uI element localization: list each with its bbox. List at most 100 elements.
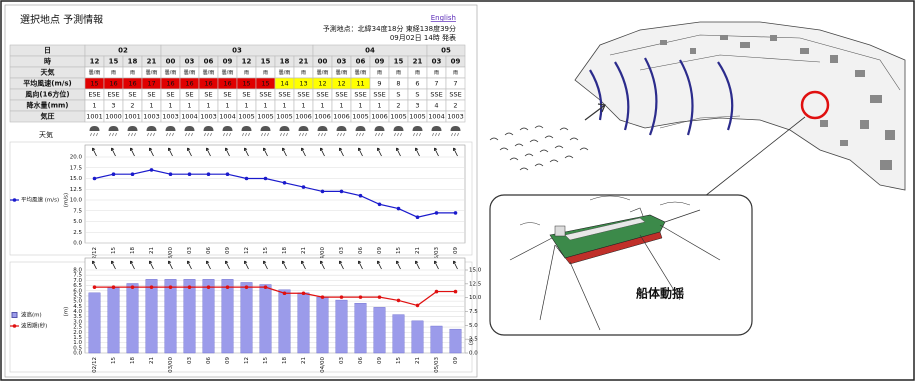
precip: 1 xyxy=(92,102,96,110)
pressure: 1006 xyxy=(333,113,350,121)
weather: 曇/雨 xyxy=(89,69,101,76)
legend-label: 波高(m) xyxy=(21,311,42,319)
point xyxy=(244,285,249,289)
y-tick-label: 5.5 xyxy=(73,293,82,299)
hours: 18 xyxy=(128,58,138,66)
wave-arcs xyxy=(589,57,734,136)
hours: 00 xyxy=(166,58,176,66)
page-title: 選択地点 予測情報 xyxy=(20,13,103,26)
y2-tick-label: 7.5 xyxy=(469,309,478,315)
hours: 00 xyxy=(318,58,328,66)
y2-tick-label: 12.5 xyxy=(469,281,482,287)
legend-label: 平均風速 (m/s) xyxy=(21,196,59,204)
y-tick-label: 17.5 xyxy=(70,165,83,171)
weather-icon xyxy=(412,126,423,131)
x-tick-label: 02/12 xyxy=(92,247,98,263)
wind-arrow xyxy=(434,147,439,157)
land xyxy=(574,21,906,191)
hours: 09 xyxy=(223,58,233,66)
wind-speed: 15 xyxy=(90,80,98,88)
wind-dir: S xyxy=(415,91,419,99)
hours: 15 xyxy=(109,58,119,66)
y-tick-label: 4.5 xyxy=(73,304,82,310)
x-tick-label: 03 xyxy=(339,357,345,364)
x-tick-label: 04/00 xyxy=(320,247,326,263)
point xyxy=(377,295,382,299)
point xyxy=(358,295,363,299)
bar xyxy=(202,279,215,354)
weather: 雨 xyxy=(415,70,420,76)
wind-arrow xyxy=(92,147,97,157)
wind-dir: SSE xyxy=(373,91,385,99)
precip: 1 xyxy=(244,102,248,110)
wind-dir: SSE xyxy=(297,91,309,99)
wind-arrow xyxy=(453,260,458,270)
callout-box xyxy=(489,194,753,336)
point xyxy=(415,303,420,308)
wind-arrow xyxy=(434,260,439,270)
wind-speed: 13 xyxy=(299,80,307,88)
precip: 4 xyxy=(434,102,438,110)
pressure: 1005 xyxy=(409,113,426,121)
x-tick-label: 21 xyxy=(415,247,421,254)
wind-speed: 16 xyxy=(204,80,212,88)
rain-drops xyxy=(432,132,440,137)
x-tick-label: 18 xyxy=(282,357,288,364)
point xyxy=(92,285,97,289)
wind-arrow xyxy=(206,147,211,157)
wind-speed: 14 xyxy=(280,80,288,88)
hours: 15 xyxy=(261,58,271,66)
wind-arrow xyxy=(187,260,192,270)
precip: 1 xyxy=(339,102,343,110)
point xyxy=(168,285,173,289)
precip: 1 xyxy=(358,102,362,110)
weather-icon xyxy=(89,126,100,131)
wind-dir: SE xyxy=(204,91,212,99)
point xyxy=(415,215,420,219)
rain-drops xyxy=(318,132,326,137)
bar xyxy=(145,279,158,354)
english-link[interactable]: English xyxy=(431,14,456,22)
weather-icon-label: 天気 xyxy=(39,130,53,139)
pressure: 1003 xyxy=(200,113,217,121)
wind-dir: SE xyxy=(185,91,193,99)
wind-dir: SSE xyxy=(259,91,271,99)
buildings xyxy=(660,35,895,170)
precip: 1 xyxy=(263,102,267,110)
wind-speed: 16 xyxy=(128,80,136,88)
y-tick-label: 7.5 xyxy=(73,208,82,214)
weather: 曇/雨 xyxy=(184,69,196,76)
x-tick-label: 15 xyxy=(396,247,402,254)
pressure: 1004 xyxy=(181,113,198,121)
weather: 雨 xyxy=(453,70,458,76)
row-label: 時 xyxy=(44,57,51,66)
wind-arrow xyxy=(453,147,458,157)
hours: 21 xyxy=(299,58,309,66)
point xyxy=(168,172,173,176)
x-tick-label: 05/03 xyxy=(434,357,440,373)
bar xyxy=(411,320,424,354)
wind-dir: SE xyxy=(223,91,231,99)
wind-dir: SSE xyxy=(430,91,442,99)
y-tick-label: 0.0 xyxy=(73,241,82,247)
y-tick-label: 3.5 xyxy=(73,314,82,320)
rain-drops xyxy=(109,132,117,137)
pressure-cell xyxy=(445,110,466,123)
wind-arrow xyxy=(377,260,382,270)
wind-dir: SE xyxy=(128,91,136,99)
x-tick-label: 15 xyxy=(263,357,269,364)
x-tick-label: 18 xyxy=(282,247,288,254)
bar xyxy=(278,289,291,354)
weather-icon xyxy=(165,126,176,131)
y-tick-label: 0.5 xyxy=(73,345,82,351)
weather: 雨 xyxy=(263,70,268,76)
wind-arrow xyxy=(282,260,287,270)
legend-swatch xyxy=(11,312,18,318)
wind-dir: S xyxy=(396,91,400,99)
y-tick-label: 6.0 xyxy=(73,288,82,294)
x-tick-label: 21 xyxy=(301,357,307,364)
wind-arrow xyxy=(320,260,325,270)
point xyxy=(339,295,344,299)
wind-speed: 12 xyxy=(318,80,326,88)
weather-icon xyxy=(431,126,442,131)
